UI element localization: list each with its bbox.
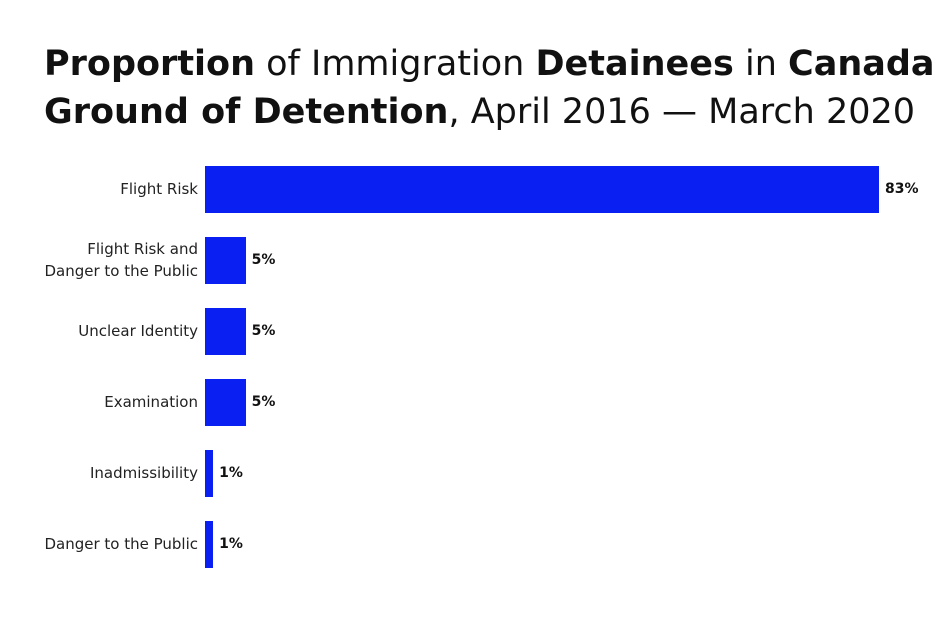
title-part: Ground of Detention: [44, 92, 449, 132]
bar: [205, 520, 214, 568]
title-line: Proportion of Immigration Detainees in C…: [44, 40, 946, 88]
title-part: , April 2016 — March 2020: [448, 92, 916, 132]
bar: [205, 449, 214, 497]
category-label: Inadmissibility: [89, 464, 198, 482]
bar: [205, 236, 246, 284]
category-label: Flight Risk: [120, 180, 198, 198]
bar: [205, 165, 879, 213]
category-label: Danger to the Public: [44, 535, 198, 553]
bar: [205, 378, 246, 426]
chart-title: Proportion of Immigration Detainees in C…: [44, 40, 946, 136]
title-part: Canada: [788, 44, 935, 84]
value-label: 5%: [251, 323, 276, 339]
category-label: Flight Risk and Danger to the Public: [44, 240, 198, 280]
category-label: Unclear Identity: [78, 322, 198, 340]
category-label: Examination: [104, 393, 198, 411]
title-line: Ground of Detention, April 2016 — March …: [44, 88, 946, 136]
value-label: 5%: [251, 394, 276, 410]
title-part: of Immigration: [255, 44, 536, 84]
value-label: 5%: [251, 252, 276, 268]
value-label: 83%: [885, 181, 919, 197]
title-part: Detainees: [535, 44, 734, 84]
title-part: in: [733, 44, 789, 84]
bar: [205, 307, 246, 355]
value-label: 1%: [219, 536, 243, 552]
title-part: by: [935, 44, 946, 84]
title-part: Proportion: [44, 44, 256, 84]
value-label: 1%: [219, 465, 243, 481]
